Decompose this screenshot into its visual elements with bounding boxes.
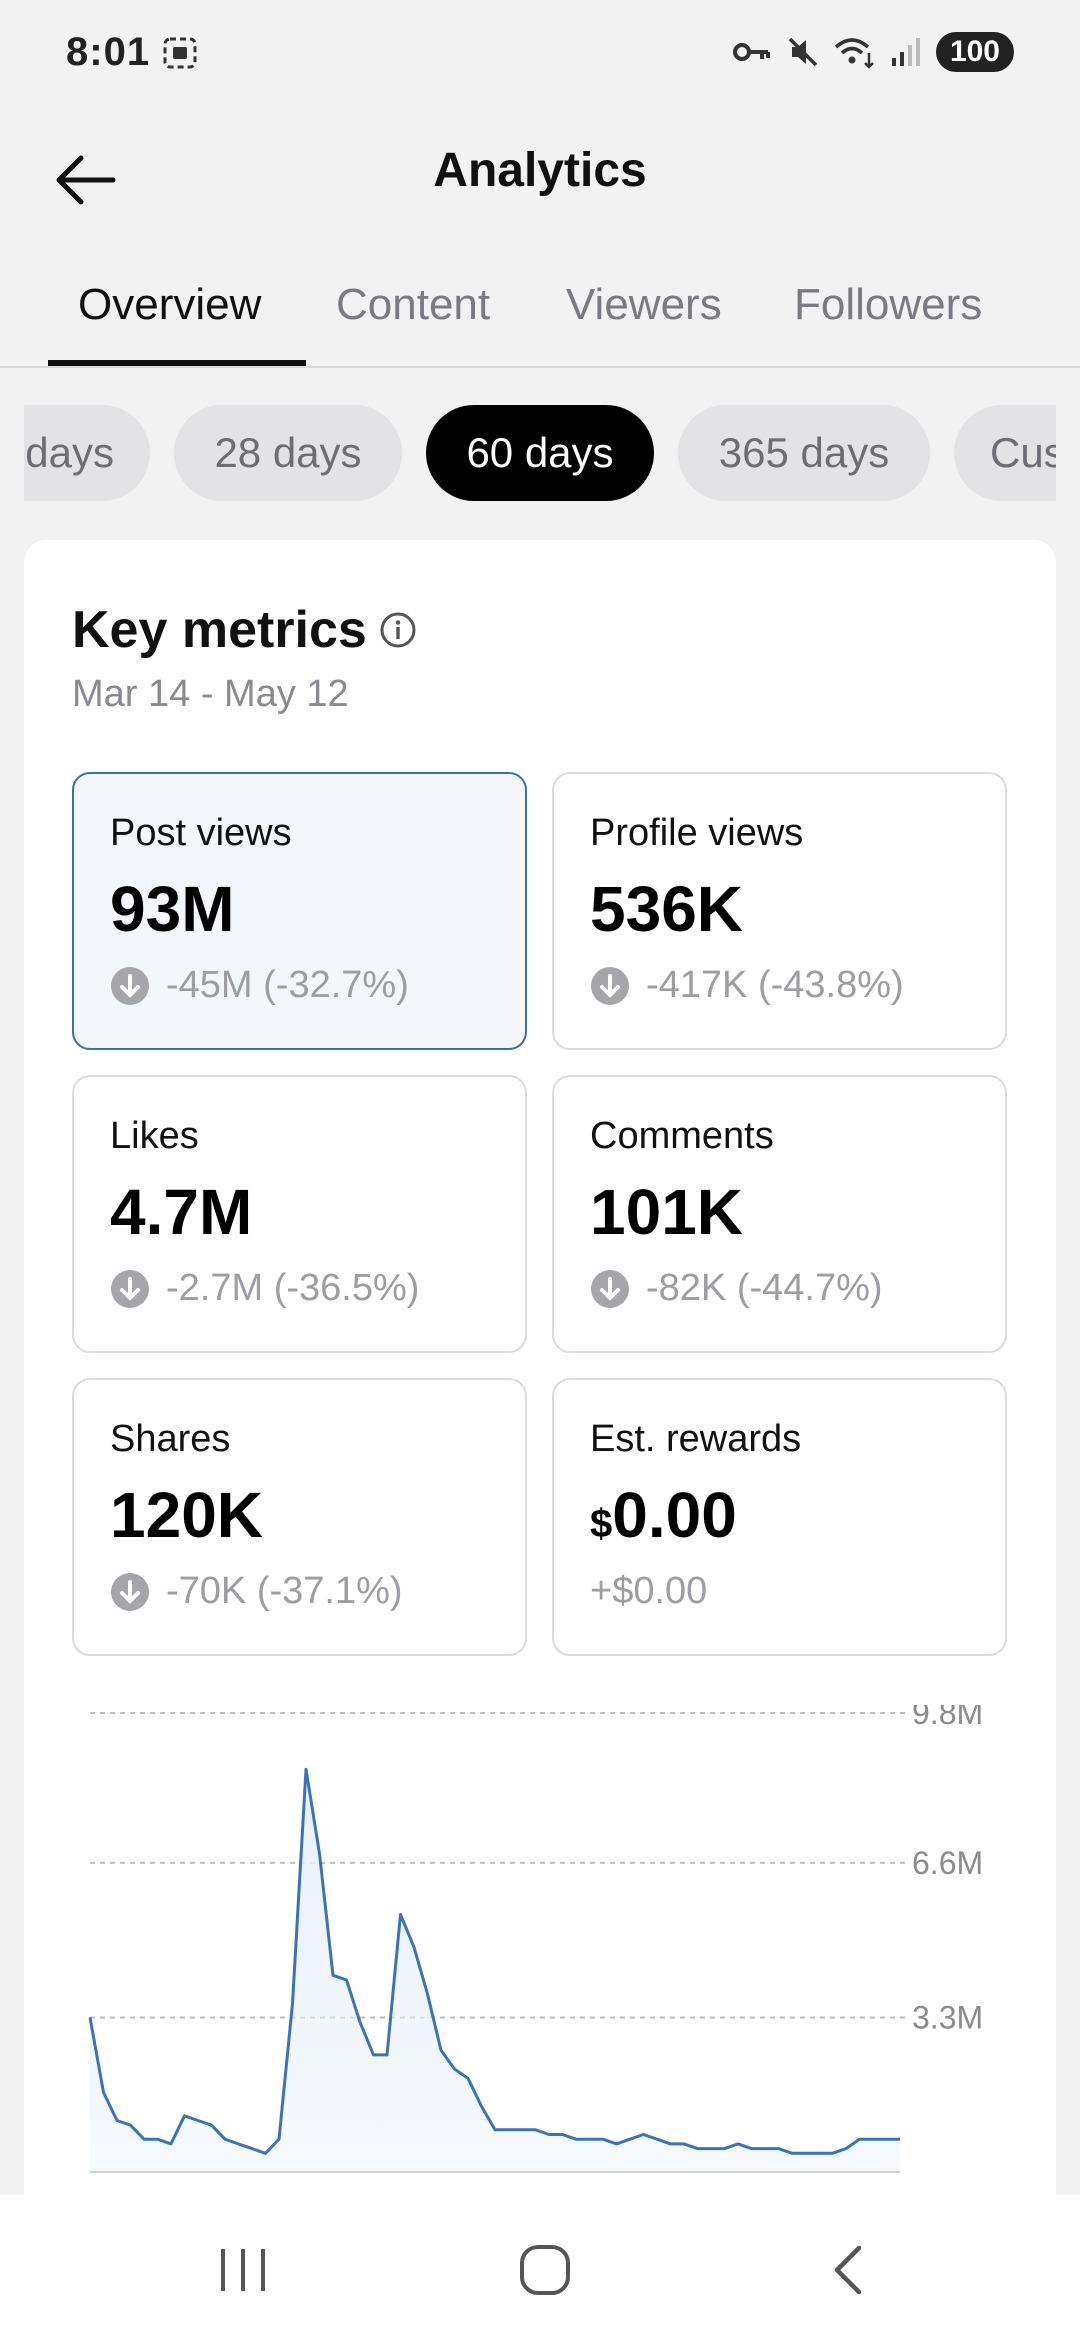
range-pill-28-days[interactable]: 28 days [174, 405, 402, 501]
recent-apps-button[interactable] [198, 2235, 288, 2305]
y-tick-label: 9.8M [912, 1705, 983, 1731]
metric-label: Profile views [590, 812, 804, 854]
tab-overview[interactable]: Overview [78, 280, 262, 329]
post-views-area [90, 1769, 900, 2172]
arrow-left-icon [56, 155, 116, 205]
y-tick-label: 3.3M [912, 1999, 983, 2035]
tab-bar: Overview Content Viewers Followers L [0, 250, 1080, 368]
status-icons: 100 [732, 32, 1014, 72]
metric-change: -45M (-32.7%) [110, 964, 409, 1007]
key-metrics-card: Key metrics Mar 14 - May 12 Post views 9… [24, 540, 1056, 2340]
metric-label: Comments [590, 1115, 774, 1157]
metric-change-text: -417K (-43.8%) [646, 964, 904, 1006]
range-pill-365-days[interactable]: 365 days [678, 405, 930, 501]
chevron-left-icon [834, 2245, 862, 2295]
metric-value: 120K [110, 1479, 263, 1551]
info-icon[interactable] [378, 610, 418, 650]
date-range-selector: days 28 days 60 days 365 days Cus [24, 405, 1056, 503]
screenshot-notification-icon [163, 37, 197, 69]
y-tick-label: 6.6M [912, 1845, 983, 1881]
metric-value: 101K [590, 1176, 743, 1248]
metric-value: 536K [590, 873, 743, 945]
metric-value: 93M [110, 873, 235, 945]
signal-icon [891, 38, 920, 66]
key-metrics-title: Key metrics [72, 601, 367, 659]
range-pill-60-days[interactable]: 60 days [426, 405, 654, 501]
recent-apps-icon [221, 2249, 265, 2291]
arrow-down-circle-icon [111, 966, 149, 1005]
metric-value: $0.00 [590, 1478, 737, 1552]
page-title: Analytics [433, 144, 647, 197]
tab-viewers[interactable]: Viewers [566, 280, 722, 329]
post-views-chart: 9.8M 6.6M 3.3M [88, 1705, 983, 2173]
metric-value: 4.7M [110, 1176, 253, 1248]
metric-label: Post views [110, 812, 292, 854]
range-pill-7-days[interactable]: days [24, 405, 150, 501]
status-bar: 8:01 100 [0, 0, 1080, 110]
metric-change: +$0.00 [590, 1570, 707, 1613]
arrow-down-circle-icon [111, 1269, 149, 1308]
metric-est-rewards[interactable]: Est. rewards $0.00 +$0.00 [552, 1378, 1007, 1656]
metric-change-text: -2.7M (-36.5%) [166, 1267, 420, 1309]
top-navigation: Analytics [0, 115, 1080, 230]
metric-comments[interactable]: Comments 101K -82K (-44.7%) [552, 1075, 1007, 1353]
wifi-icon [834, 38, 874, 69]
metric-label: Est. rewards [590, 1418, 802, 1460]
range-pill-custom[interactable]: Cus [954, 405, 1056, 501]
post-views-line [88, 1767, 900, 2155]
mute-icon [788, 37, 818, 67]
arrow-down-circle-icon [591, 966, 629, 1005]
metric-profile-views[interactable]: Profile views 536K -417K (-43.8%) [552, 772, 1007, 1050]
active-tab-indicator [48, 360, 306, 366]
back-button[interactable] [40, 135, 130, 225]
metric-change-text: -82K (-44.7%) [646, 1267, 883, 1309]
metric-change-text: -45M (-32.7%) [166, 964, 409, 1006]
metric-label: Shares [110, 1418, 231, 1460]
metric-change: -70K (-37.1%) [110, 1570, 403, 1613]
metric-change: -82K (-44.7%) [590, 1267, 883, 1310]
date-range-label: Mar 14 - May 12 [72, 673, 349, 715]
battery-indicator: 100 [935, 32, 1014, 72]
currency-symbol: $ [590, 1502, 613, 1546]
status-time: 8:01 [66, 30, 151, 74]
vpn-key-icon [732, 43, 770, 61]
tab-followers[interactable]: Followers [794, 280, 983, 329]
metric-value-number: 0.00 [612, 1479, 737, 1551]
metric-change: -2.7M (-36.5%) [110, 1267, 419, 1310]
arrow-down-circle-icon [111, 1572, 149, 1611]
metric-label: Likes [110, 1115, 199, 1157]
home-button[interactable] [500, 2235, 590, 2305]
home-icon [520, 2245, 570, 2295]
metric-shares[interactable]: Shares 120K -70K (-37.1%) [72, 1378, 527, 1656]
tab-content[interactable]: Content [336, 280, 491, 329]
metric-change-text: -70K (-37.1%) [166, 1570, 403, 1612]
metric-change: -417K (-43.8%) [590, 964, 904, 1007]
tab-scroll-fade [990, 250, 1080, 366]
metric-likes[interactable]: Likes 4.7M -2.7M (-36.5%) [72, 1075, 527, 1353]
back-nav-button[interactable] [802, 2235, 892, 2305]
system-navigation-bar [0, 2195, 1080, 2340]
metric-change-text: +$0.00 [590, 1570, 708, 1612]
metric-post-views[interactable]: Post views 93M -45M (-32.7%) [72, 772, 527, 1050]
arrow-down-circle-icon [591, 1269, 629, 1308]
